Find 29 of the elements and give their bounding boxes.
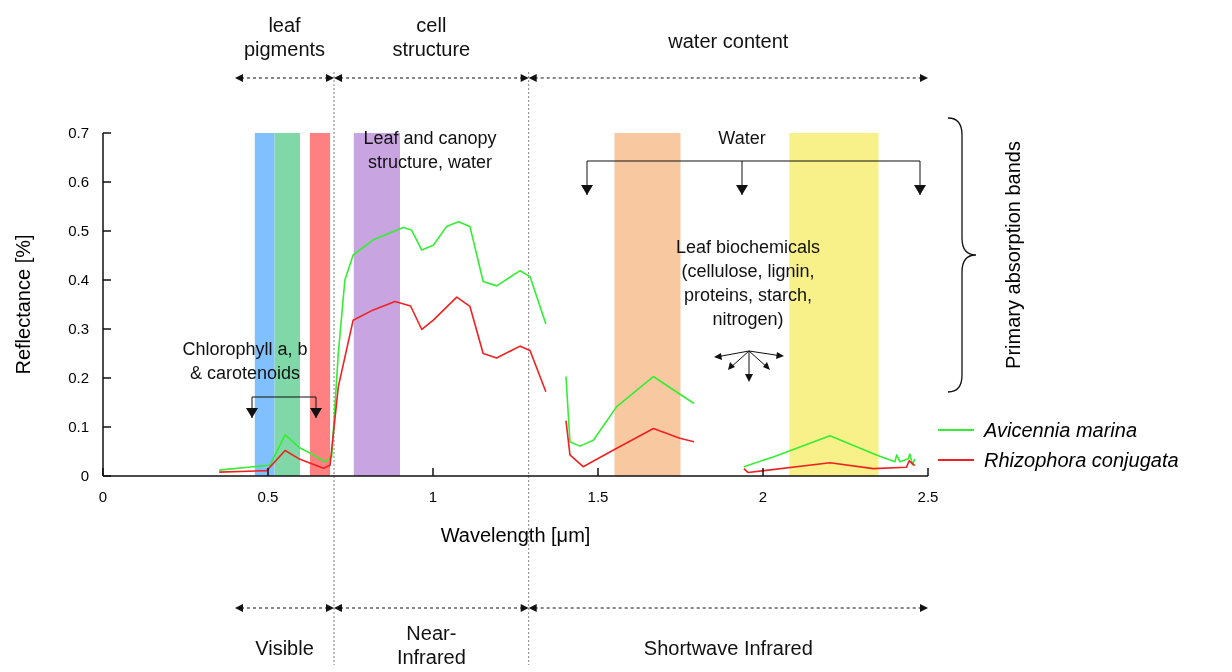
text: Visible xyxy=(255,637,314,659)
y-tick-label: 0.6 xyxy=(68,173,89,190)
x-tick-label: 2 xyxy=(758,488,768,505)
text: Shortwave Infrared xyxy=(643,637,813,659)
text: leaf pigments xyxy=(243,14,326,60)
annotation: Leaf and canopy structure, water xyxy=(363,128,497,172)
x-tick-label: 0 xyxy=(98,488,108,505)
text: water content xyxy=(667,30,789,52)
y-tick-label: 0.2 xyxy=(68,369,89,386)
legend-label: Rhizophora conjugata xyxy=(984,449,1179,471)
y-tick-label: 0.3 xyxy=(68,320,89,337)
x-axis-title: Wavelength [μm] xyxy=(440,524,591,546)
y-tick-label: 0.7 xyxy=(68,124,89,141)
text: cell structure xyxy=(392,14,471,60)
y-tick-label: 0.1 xyxy=(68,418,89,435)
y-tick-label: 0 xyxy=(80,467,89,484)
annotation: Leaf biochemicals (cellulose, lignin, proteins, starch, nitrogen) xyxy=(675,237,821,329)
y-tick-label: 0.5 xyxy=(68,222,89,239)
y-axis-title: Reflectance [%] xyxy=(12,234,34,375)
text: Primary absorption bands xyxy=(1002,141,1024,369)
x-tick-label: 2.5 xyxy=(917,488,939,505)
text: Near- Infrared xyxy=(396,622,466,668)
x-tick-label: 1 xyxy=(428,488,438,505)
annotation: Chlorophyll a, b & carotenoids xyxy=(182,339,308,383)
annotation: Water xyxy=(718,128,766,148)
x-tick-label: 1.5 xyxy=(587,488,609,505)
x-tick-label: 0.5 xyxy=(257,488,279,505)
y-tick-label: 0.4 xyxy=(68,271,89,288)
legend-label: Avicennia marina xyxy=(983,419,1138,441)
